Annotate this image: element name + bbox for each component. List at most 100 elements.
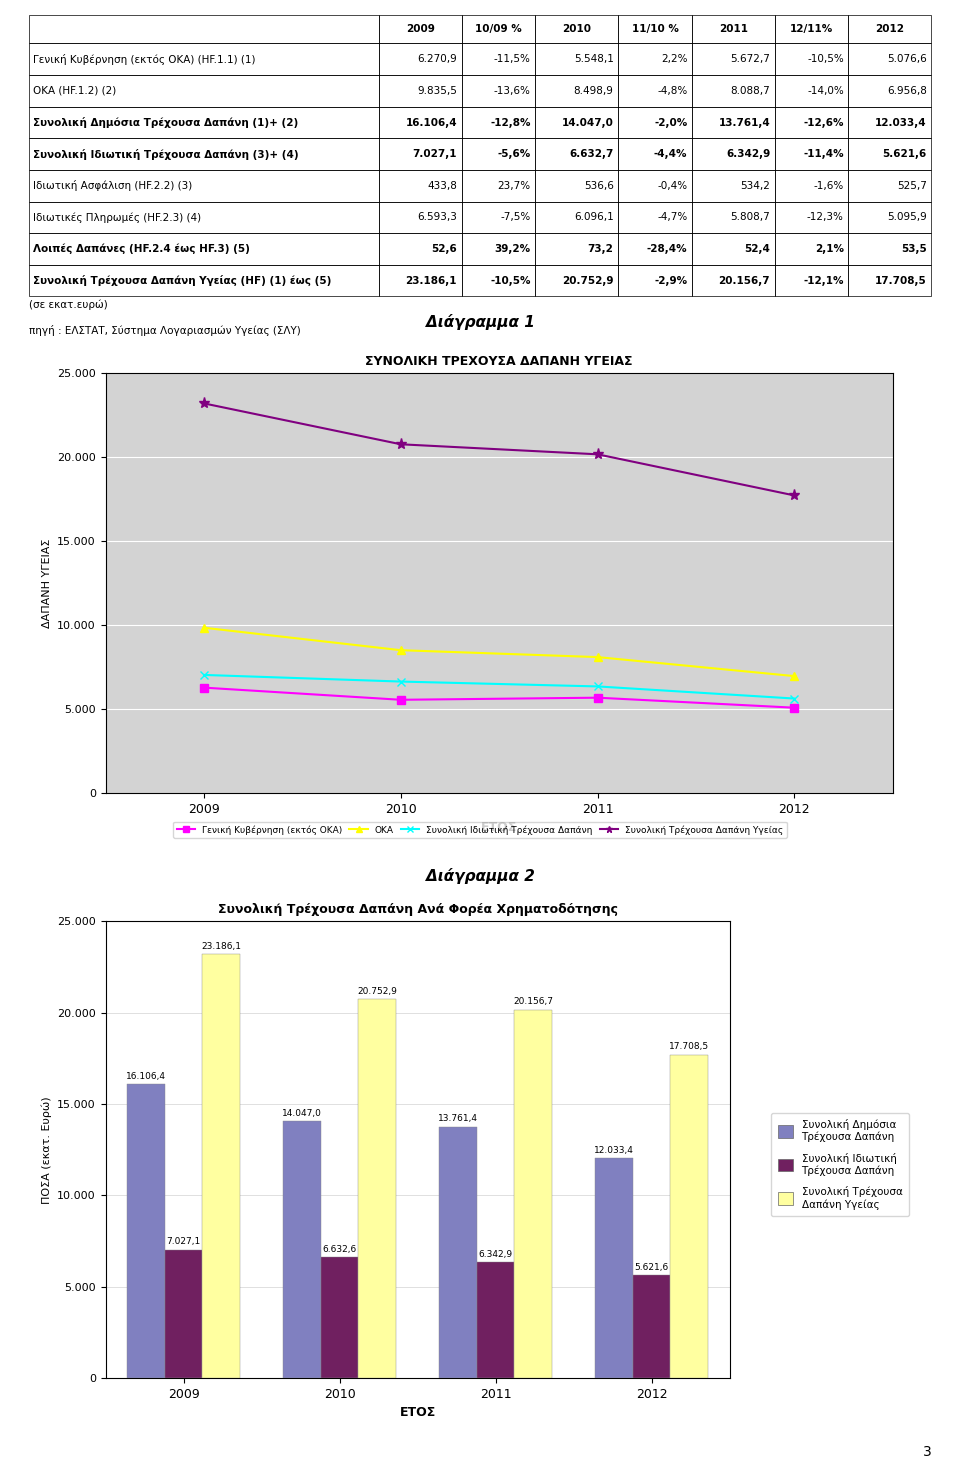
Bar	[378, 265, 462, 296]
Bar	[633, 1275, 670, 1378]
Legend: Συνολική Δημόσια
Τρέχουσα Δαπάνη, Συνολική Ιδιωτική
Τρέχουσα Δαπάνη, Συνολική Τρ: Συνολική Δημόσια Τρέχουσα Δαπάνη, Συνολι…	[771, 1113, 909, 1216]
Text: 5.095,9: 5.095,9	[887, 212, 926, 223]
Bar	[378, 44, 462, 75]
Bar	[536, 202, 618, 233]
Bar	[29, 170, 378, 202]
Text: 5.548,1: 5.548,1	[574, 55, 613, 65]
Bar	[692, 15, 775, 44]
Bar	[849, 202, 931, 233]
Text: 73,2: 73,2	[588, 245, 613, 254]
Text: -11,4%: -11,4%	[804, 149, 844, 159]
Text: -12,3%: -12,3%	[807, 212, 844, 223]
Text: 12/11%: 12/11%	[790, 24, 833, 34]
Bar	[849, 265, 931, 296]
Bar	[692, 170, 775, 202]
Bar	[849, 44, 931, 75]
Bar	[29, 265, 378, 296]
Y-axis label: ΔΑΠΑΝΗ ΥΓΕΙΑΣ: ΔΑΠΑΝΗ ΥΓΕΙΑΣ	[41, 538, 52, 628]
Text: 6.096,1: 6.096,1	[574, 212, 613, 223]
Bar	[462, 233, 536, 265]
Text: 525,7: 525,7	[897, 181, 926, 190]
Text: 6.593,3: 6.593,3	[418, 212, 457, 223]
Text: Συνολική Ιδιωτική Τρέχουσα Δαπάνη (3)+ (4): Συνολική Ιδιωτική Τρέχουσα Δαπάνη (3)+ (…	[34, 149, 299, 159]
Bar	[321, 1257, 358, 1378]
Bar	[618, 15, 692, 44]
Text: 8.498,9: 8.498,9	[574, 85, 613, 96]
X-axis label: ΕΤΟΣ: ΕΤΟΣ	[481, 821, 517, 834]
Text: -13,6%: -13,6%	[493, 85, 531, 96]
Text: 20.752,9: 20.752,9	[563, 276, 613, 286]
Bar	[849, 233, 931, 265]
Text: -12,1%: -12,1%	[804, 276, 844, 286]
Text: 20.156,7: 20.156,7	[513, 998, 553, 1007]
Bar	[849, 139, 931, 170]
Bar	[128, 1083, 165, 1378]
Text: -11,5%: -11,5%	[493, 55, 531, 65]
Text: -12,8%: -12,8%	[491, 118, 531, 128]
Bar	[29, 15, 378, 44]
Text: 536,6: 536,6	[584, 181, 613, 190]
Bar	[692, 75, 775, 106]
Text: 10/09 %: 10/09 %	[475, 24, 522, 34]
Bar	[849, 75, 931, 106]
Bar	[618, 75, 692, 106]
Bar	[692, 106, 775, 139]
Bar	[849, 15, 931, 44]
Bar	[378, 75, 462, 106]
Text: 534,2: 534,2	[740, 181, 770, 190]
Text: 3: 3	[923, 1446, 931, 1459]
Text: 2012: 2012	[876, 24, 904, 34]
Y-axis label: ΠΟΣΑ (εκατ. Ευρώ): ΠΟΣΑ (εκατ. Ευρώ)	[41, 1095, 52, 1204]
Bar	[775, 170, 849, 202]
Text: 8.088,7: 8.088,7	[731, 85, 770, 96]
Bar	[462, 15, 536, 44]
Bar	[849, 106, 931, 139]
Text: -1,6%: -1,6%	[813, 181, 844, 190]
Bar	[775, 15, 849, 44]
Text: 7.027,1: 7.027,1	[413, 149, 457, 159]
Text: 17.708,5: 17.708,5	[875, 276, 926, 286]
Text: 12.033,4: 12.033,4	[876, 118, 926, 128]
Bar	[775, 139, 849, 170]
Text: 6.632,6: 6.632,6	[323, 1244, 357, 1254]
Title: Συνολική Τρέχουσα Δαπάνη Ανά Φορέα Χρηματοδότησης: Συνολική Τρέχουσα Δαπάνη Ανά Φορέα Χρημα…	[218, 904, 617, 915]
Text: -10,5%: -10,5%	[807, 55, 844, 65]
Text: 13.761,4: 13.761,4	[718, 118, 770, 128]
Text: -2,0%: -2,0%	[654, 118, 687, 128]
Bar	[477, 1262, 515, 1378]
Text: Συνολική Δημόσια Τρέχουσα Δαπάνη (1)+ (2): Συνολική Δημόσια Τρέχουσα Δαπάνη (1)+ (2…	[34, 116, 299, 128]
Text: -4,7%: -4,7%	[657, 212, 687, 223]
Text: 5.621,6: 5.621,6	[635, 1263, 669, 1272]
Text: 23.186,1: 23.186,1	[405, 276, 457, 286]
Text: -7,5%: -7,5%	[500, 212, 531, 223]
Text: 2009: 2009	[406, 24, 435, 34]
Text: -4,4%: -4,4%	[654, 149, 687, 159]
Bar	[29, 139, 378, 170]
Bar	[775, 75, 849, 106]
Text: -12,6%: -12,6%	[804, 118, 844, 128]
Bar	[536, 75, 618, 106]
Bar	[618, 202, 692, 233]
Bar	[618, 265, 692, 296]
Bar	[618, 139, 692, 170]
Text: 12.033,4: 12.033,4	[594, 1145, 635, 1156]
Bar	[775, 106, 849, 139]
Bar	[670, 1054, 708, 1378]
Text: 6.956,8: 6.956,8	[887, 85, 926, 96]
Bar	[358, 999, 396, 1378]
Bar	[536, 233, 618, 265]
Bar	[462, 139, 536, 170]
Bar	[378, 170, 462, 202]
Text: 13.761,4: 13.761,4	[438, 1114, 478, 1123]
Text: ΟΚΑ (HF.1.2) (2): ΟΚΑ (HF.1.2) (2)	[34, 85, 116, 96]
Bar	[462, 265, 536, 296]
Bar	[462, 75, 536, 106]
Bar	[462, 44, 536, 75]
Text: 16.106,4: 16.106,4	[405, 118, 457, 128]
Bar	[378, 15, 462, 44]
Bar	[536, 15, 618, 44]
Text: Λοιπές Δαπάνες (HF.2.4 έως HF.3) (5): Λοιπές Δαπάνες (HF.2.4 έως HF.3) (5)	[34, 243, 251, 254]
Bar	[283, 1122, 321, 1378]
Bar	[29, 75, 378, 106]
Bar	[378, 202, 462, 233]
